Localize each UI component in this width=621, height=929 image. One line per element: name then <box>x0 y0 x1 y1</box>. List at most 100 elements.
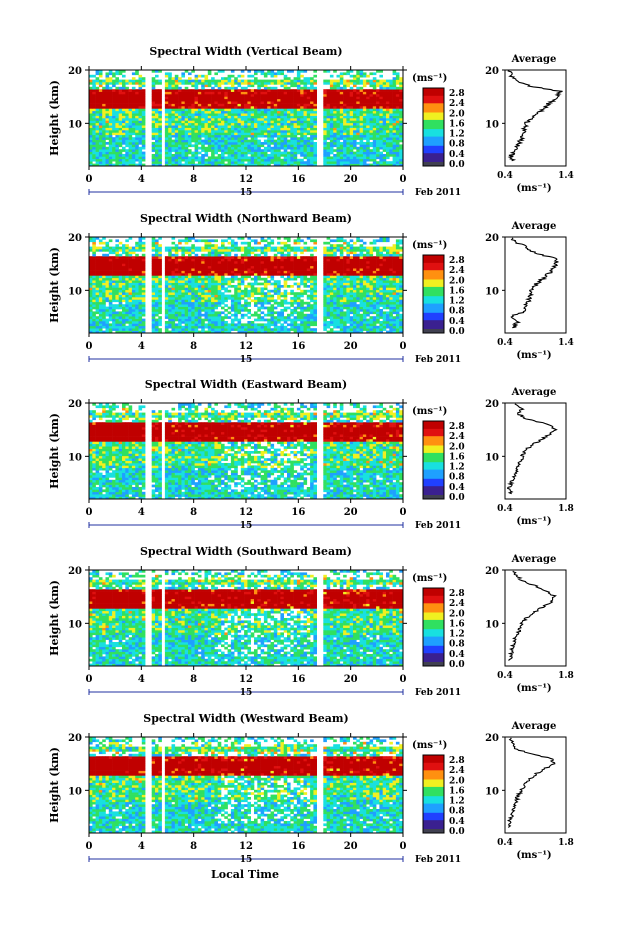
colorbar-segment <box>423 619 444 622</box>
colorbar-segment <box>423 658 444 661</box>
colorbar-segment <box>423 773 444 776</box>
y-tick-label: 20 <box>68 233 82 244</box>
y-axis-label: Height (km) <box>48 747 61 823</box>
colorbar-segment <box>423 816 444 819</box>
colorbar-segment <box>423 660 444 663</box>
colorbar-segment <box>423 99 444 102</box>
colorbar-tick-label: 0.4 <box>449 317 465 327</box>
x-tick-label: 0 <box>86 507 93 518</box>
colorbar-segment <box>423 295 444 298</box>
y-tick-label: 20 <box>68 399 82 410</box>
x-tick-label: 0 <box>400 341 407 352</box>
x-tick-label: 4 <box>138 341 145 352</box>
heatmap-cells <box>89 570 403 667</box>
colorbar-segment <box>423 93 444 96</box>
x-tick-label: 16 <box>291 841 305 852</box>
x-tick-label: 4 <box>138 674 145 685</box>
avg-frame <box>504 736 567 834</box>
avg-frame <box>504 402 567 500</box>
colorbar-segment <box>423 101 444 104</box>
colorbar-tick-label: 0.8 <box>449 307 465 317</box>
colorbar-segment <box>423 282 444 286</box>
colorbar-tick-label: 0.8 <box>449 640 465 650</box>
avg-profile-line <box>510 237 559 329</box>
colorbar-tick-label: 1.6 <box>449 119 465 129</box>
y-tick-label: 20 <box>68 66 82 77</box>
avg-frame <box>504 236 567 334</box>
y-axis-label: Height (km) <box>48 80 61 156</box>
avg-x-tick-label: 0.4 <box>497 504 513 514</box>
colorbar-segment <box>423 446 444 450</box>
colorbar-segment <box>423 256 444 260</box>
colorbar-frame <box>422 754 445 834</box>
colorbar-segment <box>423 483 444 487</box>
colorbar-segment <box>423 825 444 828</box>
colorbar-segment <box>423 612 444 615</box>
avg-x-unit: (ms⁻¹) <box>516 183 551 194</box>
x-tick-label: 16 <box>291 341 305 352</box>
colorbar-floor <box>423 662 444 666</box>
colorbar-segment <box>423 141 444 144</box>
colorbar-floor <box>423 329 444 333</box>
colorbar-segment <box>423 264 444 267</box>
x-tick-label: 0 <box>86 341 93 352</box>
colorbar-segment <box>423 258 444 261</box>
colorbar-segment <box>423 130 444 133</box>
avg-title: Average <box>511 54 557 65</box>
colorbar-segment <box>423 812 444 815</box>
colorbar-segment <box>423 806 444 810</box>
x-tick-label: 0 <box>86 674 93 685</box>
colorbar-segment <box>423 793 444 797</box>
colorbar-segment <box>423 267 444 271</box>
colorbar-frame <box>422 87 445 167</box>
colorbar-segment <box>423 589 444 593</box>
colorbar-segment <box>423 275 444 278</box>
colorbar-segment <box>423 280 444 284</box>
colorbar-tick-label: 2.0 <box>449 276 465 286</box>
y-axis-label: Height (km) <box>48 413 61 489</box>
avg-profile-line <box>506 403 558 495</box>
colorbar-segment <box>423 452 444 455</box>
colorbar-segment <box>423 433 444 437</box>
colorbar-segment <box>423 456 444 459</box>
avg-x-unit: (ms⁻¹) <box>516 350 551 361</box>
avg-frame <box>504 69 567 167</box>
avg-title: Average <box>511 221 557 232</box>
x-tick-label: 12 <box>239 174 253 185</box>
colorbar-segment <box>423 443 444 446</box>
colorbar-segment <box>423 485 444 489</box>
colorbar-segment <box>423 104 444 107</box>
colorbar-segment <box>423 621 444 624</box>
colorbar-segment <box>423 491 444 494</box>
avg-y-tick-label: 10 <box>485 452 499 463</box>
colorbar-segment <box>423 638 444 641</box>
colorbar-segment <box>423 312 444 315</box>
colorbar-tick-label: 1.6 <box>449 452 465 462</box>
colorbar-segment <box>423 292 444 295</box>
colorbar-segment <box>423 421 444 424</box>
x-tick-label: 4 <box>138 507 145 518</box>
colorbar-tick-label: 1.6 <box>449 619 465 629</box>
colorbar-segment <box>423 632 444 635</box>
colorbar-segment <box>423 636 444 639</box>
colorbar-segment <box>423 152 444 156</box>
colorbar-tick-label: 2.4 <box>449 766 465 776</box>
colorbar-floor <box>423 829 444 833</box>
colorbar-segment <box>423 279 444 282</box>
colorbar-segment <box>423 269 444 273</box>
colorbar-segment <box>423 439 444 442</box>
colorbar-segment <box>423 134 444 137</box>
x-tick-label: 20 <box>344 174 358 185</box>
colorbar-segment <box>423 154 444 157</box>
colorbar-segment <box>423 810 444 813</box>
avg-y-tick-label: 10 <box>485 786 499 797</box>
colorbar-segment <box>423 649 444 652</box>
x-tick-label: 16 <box>291 507 305 518</box>
colorbar-segment <box>423 606 444 609</box>
colorbar-segment <box>423 790 444 793</box>
colorbar-segment <box>423 617 444 620</box>
x-tick-label: 8 <box>190 841 197 852</box>
colorbar-segment <box>423 110 444 113</box>
colorbar-segment <box>423 432 444 435</box>
colorbar-tick-label: 0.4 <box>449 150 465 160</box>
